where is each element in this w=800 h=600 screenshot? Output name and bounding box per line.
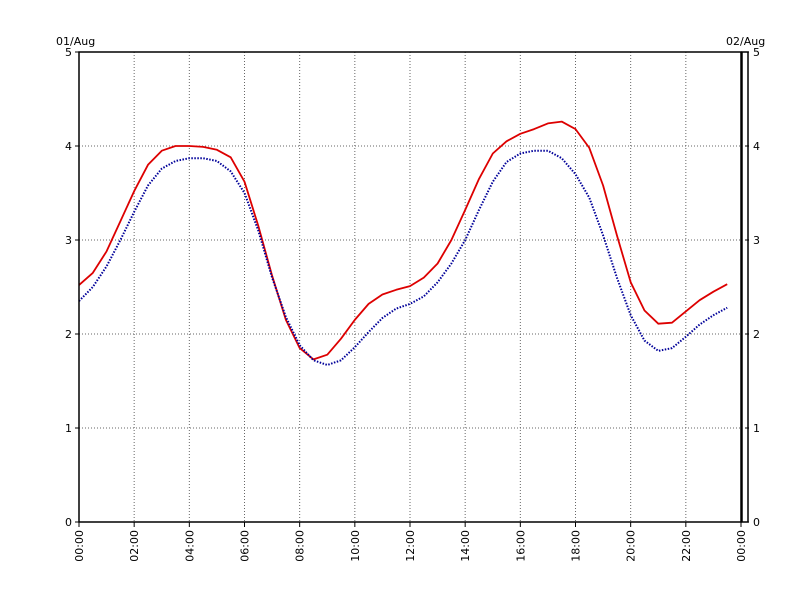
tick-labels: 00:00 02:00 04:00 06:00 08:00 10:00 12:00 14:00… <box>65 46 760 562</box>
x-tick-label: 02:00 <box>128 530 141 562</box>
y-tick-label-right: 4 <box>753 140 760 153</box>
y-tick-label-left: 2 <box>65 328 72 341</box>
x-tick-label: 00:00 <box>735 530 748 562</box>
x-tick-label: 10:00 <box>349 530 362 562</box>
y-tick-label-right: 2 <box>753 328 760 341</box>
x-tick-label: 14:00 <box>459 530 472 562</box>
grid-lines <box>79 52 741 522</box>
date-label-left: 01/Aug <box>56 35 96 48</box>
date-label-right: 02/Aug <box>726 35 766 48</box>
y-tick-label-left: 3 <box>65 234 72 247</box>
x-tick-label: 08:00 <box>294 530 307 562</box>
plot-frame <box>78 51 742 523</box>
x-tick-label: 16:00 <box>514 530 527 562</box>
series-line-2 <box>78 149 728 366</box>
y-tick-label-right: 3 <box>753 234 760 247</box>
x-tick-label: 04:00 <box>183 530 196 562</box>
y-tick-label-left: 1 <box>65 422 72 435</box>
y-tick-label-left: 5 <box>65 46 72 59</box>
x-tick-label: 18:00 <box>570 530 583 562</box>
axes-group <box>75 51 749 527</box>
series-line-1 <box>78 120 728 361</box>
x-tick-label: 22:00 <box>680 530 693 562</box>
x-tick-label: 20:00 <box>625 530 638 562</box>
right-axis-bar <box>741 51 749 523</box>
y-tick-label-right: 1 <box>753 422 760 435</box>
y-tick-label-right: 5 <box>753 46 760 59</box>
x-tick-label: 06:00 <box>239 530 252 562</box>
series-group <box>78 120 728 366</box>
x-tick-label: 00:00 <box>73 530 86 562</box>
y-tick-label-left: 0 <box>65 516 72 529</box>
y-tick-label-left: 4 <box>65 140 72 153</box>
x-tick-label: 12:00 <box>404 530 417 562</box>
y-tick-label-right: 0 <box>753 516 760 529</box>
